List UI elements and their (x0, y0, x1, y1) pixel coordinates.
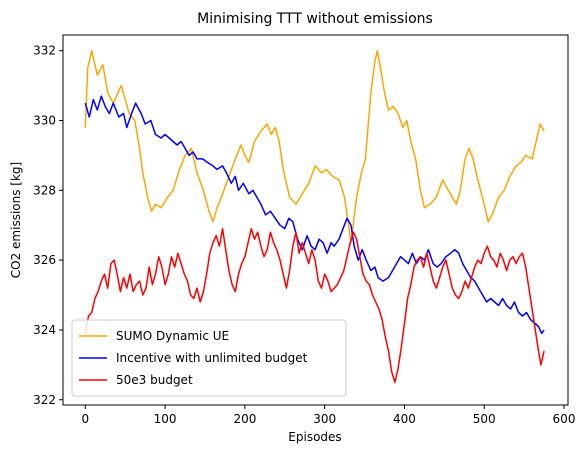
x-tick-label: 200 (233, 412, 256, 426)
x-axis-ticks: 0 100 200 300 400 500 600 (82, 405, 576, 426)
x-tick-label: 600 (553, 412, 576, 426)
x-tick-label: 400 (393, 412, 416, 426)
plot-frame (62, 34, 569, 406)
legend: SUMO Dynamic UE Incentive with unlimited… (71, 319, 347, 397)
series-line-incentive-with-unlimited-budget (84, 95, 545, 335)
legend-box (71, 319, 347, 397)
x-tick-label: 0 (82, 412, 90, 426)
series-line-sumo-dynamic-ue (84, 49, 545, 244)
y-tick-label: 330 (33, 114, 56, 128)
chart-title: Minimising TTT without emissions (197, 11, 433, 27)
x-tick-label: 500 (473, 412, 496, 426)
y-axis-label: CO2 emissions [kg] (9, 162, 23, 278)
y-tick-label: 324 (33, 323, 56, 337)
x-axis-label: Episodes (288, 430, 341, 444)
series-layer (84, 49, 545, 384)
y-tick-label: 328 (33, 183, 56, 197)
x-tick-label: 300 (313, 412, 336, 426)
y-axis-ticks: 322 324 326 328 330 332 (33, 44, 63, 407)
x-tick-label: 100 (154, 412, 177, 426)
legend-label-incentive-unlimited: Incentive with unlimited budget (116, 351, 308, 365)
y-tick-label: 322 (33, 393, 56, 407)
y-tick-label: 332 (33, 44, 56, 58)
series-line-50e3-budget (84, 227, 545, 384)
y-tick-label: 326 (33, 253, 56, 267)
legend-label-50e3-budget: 50e3 budget (116, 373, 193, 387)
legend-label-sumo-dynamic-ue: SUMO Dynamic UE (116, 329, 229, 343)
